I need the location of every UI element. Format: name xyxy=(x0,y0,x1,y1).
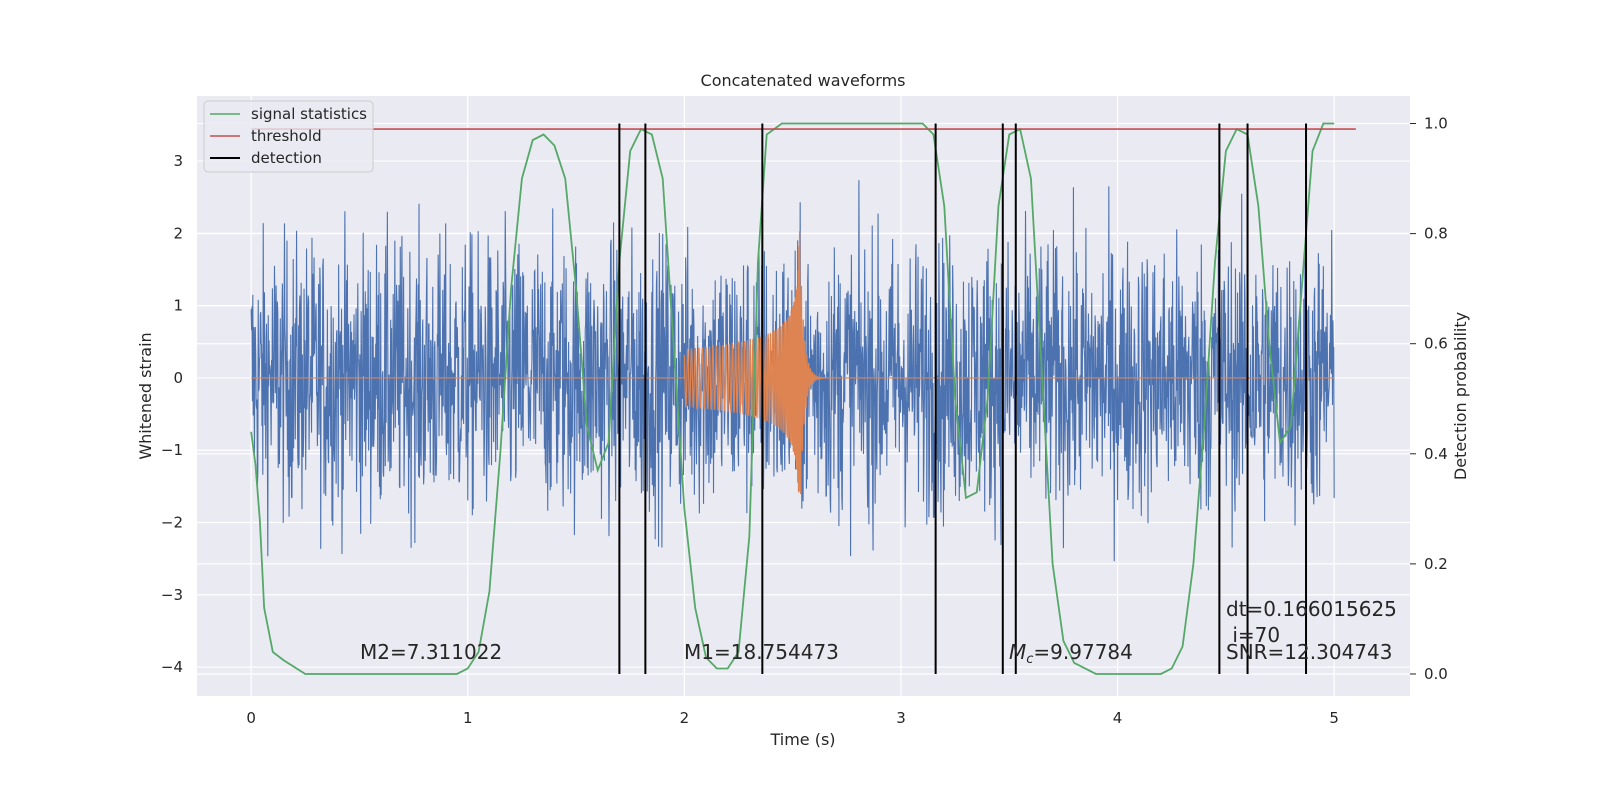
annotations: M2=7.311022 M1=18.754473 Mc=9.97784 dt=0… xyxy=(360,597,1397,667)
annotation-mc-value: =9.97784 xyxy=(1033,640,1132,664)
x-tick-label-0: 0 xyxy=(246,709,256,727)
annotation-index: i=70 xyxy=(1226,623,1280,647)
y-axis-label: Whitened strain xyxy=(136,332,155,459)
series-template xyxy=(251,231,1335,495)
legend-frame xyxy=(203,100,374,173)
y-tick-label-7: 3 xyxy=(173,152,183,170)
x-tick-label-1: 1 xyxy=(463,709,473,727)
y2-tick-label-2: 0.4 xyxy=(1424,445,1448,463)
x-tick-label-3: 3 xyxy=(896,709,906,727)
y-tick-label-6: 2 xyxy=(173,224,183,242)
y2-tick-label-0: 0.0 xyxy=(1424,665,1448,683)
x-tick-label-4: 4 xyxy=(1113,709,1123,727)
annotation-mc-subscript: c xyxy=(1026,652,1033,667)
x-tick-label-2: 2 xyxy=(680,709,690,727)
x-axis-label: Time (s) xyxy=(769,730,835,749)
legend-label-detection: detection xyxy=(251,149,322,167)
annotation-dt: dt=0.166015625 xyxy=(1226,597,1397,621)
annotation-snr: SNR=12.304743 xyxy=(1226,640,1392,664)
y-tick-label-2: −2 xyxy=(161,514,183,532)
y-tick-label-4: 0 xyxy=(173,369,183,387)
annotation-m2: M2=7.311022 xyxy=(360,640,502,664)
annotation-mc: Mc=9.97784 xyxy=(1009,640,1133,667)
series-signal-statistics xyxy=(250,122,1335,675)
x-tick-label-5: 5 xyxy=(1329,709,1339,727)
y2-tick-label-3: 0.6 xyxy=(1424,335,1448,353)
y2-tick-label-5: 1.0 xyxy=(1424,115,1448,133)
legend: signal statistics threshold detection xyxy=(203,100,374,173)
y-tick-label-0: −4 xyxy=(161,658,183,676)
y2-tick-label-1: 0.2 xyxy=(1424,555,1448,573)
y-tick-label-3: −1 xyxy=(161,441,183,459)
plot-area xyxy=(250,122,1356,675)
annotation-m1: M1=18.754473 xyxy=(684,640,839,664)
legend-label-threshold: threshold xyxy=(251,127,322,145)
annotation-mc-symbol: M xyxy=(1009,640,1026,664)
y2-tick-label-4: 0.8 xyxy=(1424,225,1448,243)
y2-axis-label: Detection probability xyxy=(1451,312,1470,480)
y-tick-label-5: 1 xyxy=(173,297,183,315)
legend-label-signal-statistics: signal statistics xyxy=(251,105,367,123)
y-tick-label-1: −3 xyxy=(161,586,183,604)
chart-title: Concatenated waveforms xyxy=(701,71,906,90)
ticks: 0 1 2 3 4 5 −4 −3 −2 −1 0 1 2 3 0.0 0.2 0.4 0.6 0.8 1.0 xyxy=(161,115,1448,727)
